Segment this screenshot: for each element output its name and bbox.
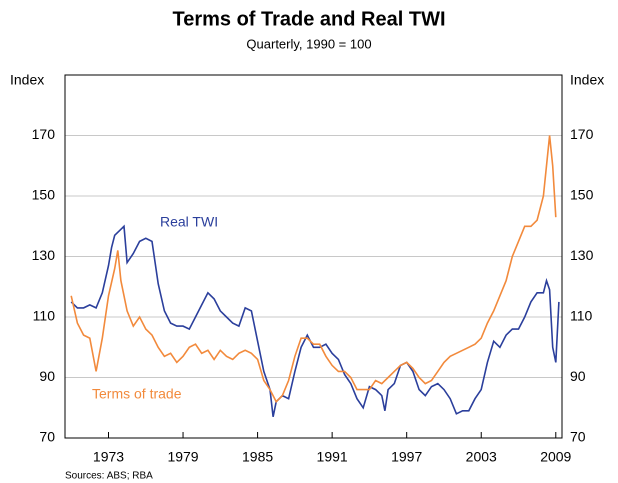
x-tick-label: 2009	[540, 449, 571, 465]
x-tick-label: 1991	[317, 449, 348, 465]
y2-axis-label: Index	[570, 72, 604, 88]
source-note: Sources: ABS; RBA	[65, 471, 153, 482]
y2-tick-label: 130	[570, 247, 594, 263]
chart-title: Terms of Trade and Real TWI	[172, 8, 445, 30]
y-tick-label: 110	[33, 308, 56, 324]
y-axis-label: Index	[10, 72, 44, 88]
y2-tick-label: 70	[570, 429, 586, 445]
x-tick-label: 2003	[466, 449, 497, 465]
y-tick-label: 170	[32, 126, 56, 142]
chart-subtitle: Quarterly, 1990 = 100	[246, 36, 371, 51]
y2-tick-label: 150	[570, 187, 594, 203]
y2-tick-label: 90	[570, 368, 586, 384]
series-line	[70, 135, 557, 404]
plot-frame	[64, 74, 563, 439]
x-tick-label: 1979	[167, 449, 198, 465]
x-tick-label: 1973	[93, 449, 124, 465]
y2-tick-label: 110	[570, 308, 593, 324]
series-line	[70, 224, 560, 417]
x-tick-label: 1985	[242, 449, 273, 465]
y2-tick-label: 170	[570, 126, 594, 142]
series-label: Terms of trade	[92, 386, 182, 402]
y-tick-label: 150	[32, 187, 56, 203]
series-label: Real TWI	[160, 214, 218, 230]
y-tick-label: 130	[32, 247, 56, 263]
y-tick-label: 90	[39, 368, 55, 384]
y-tick-label: 70	[39, 429, 55, 445]
x-tick-label: 1997	[391, 449, 422, 465]
